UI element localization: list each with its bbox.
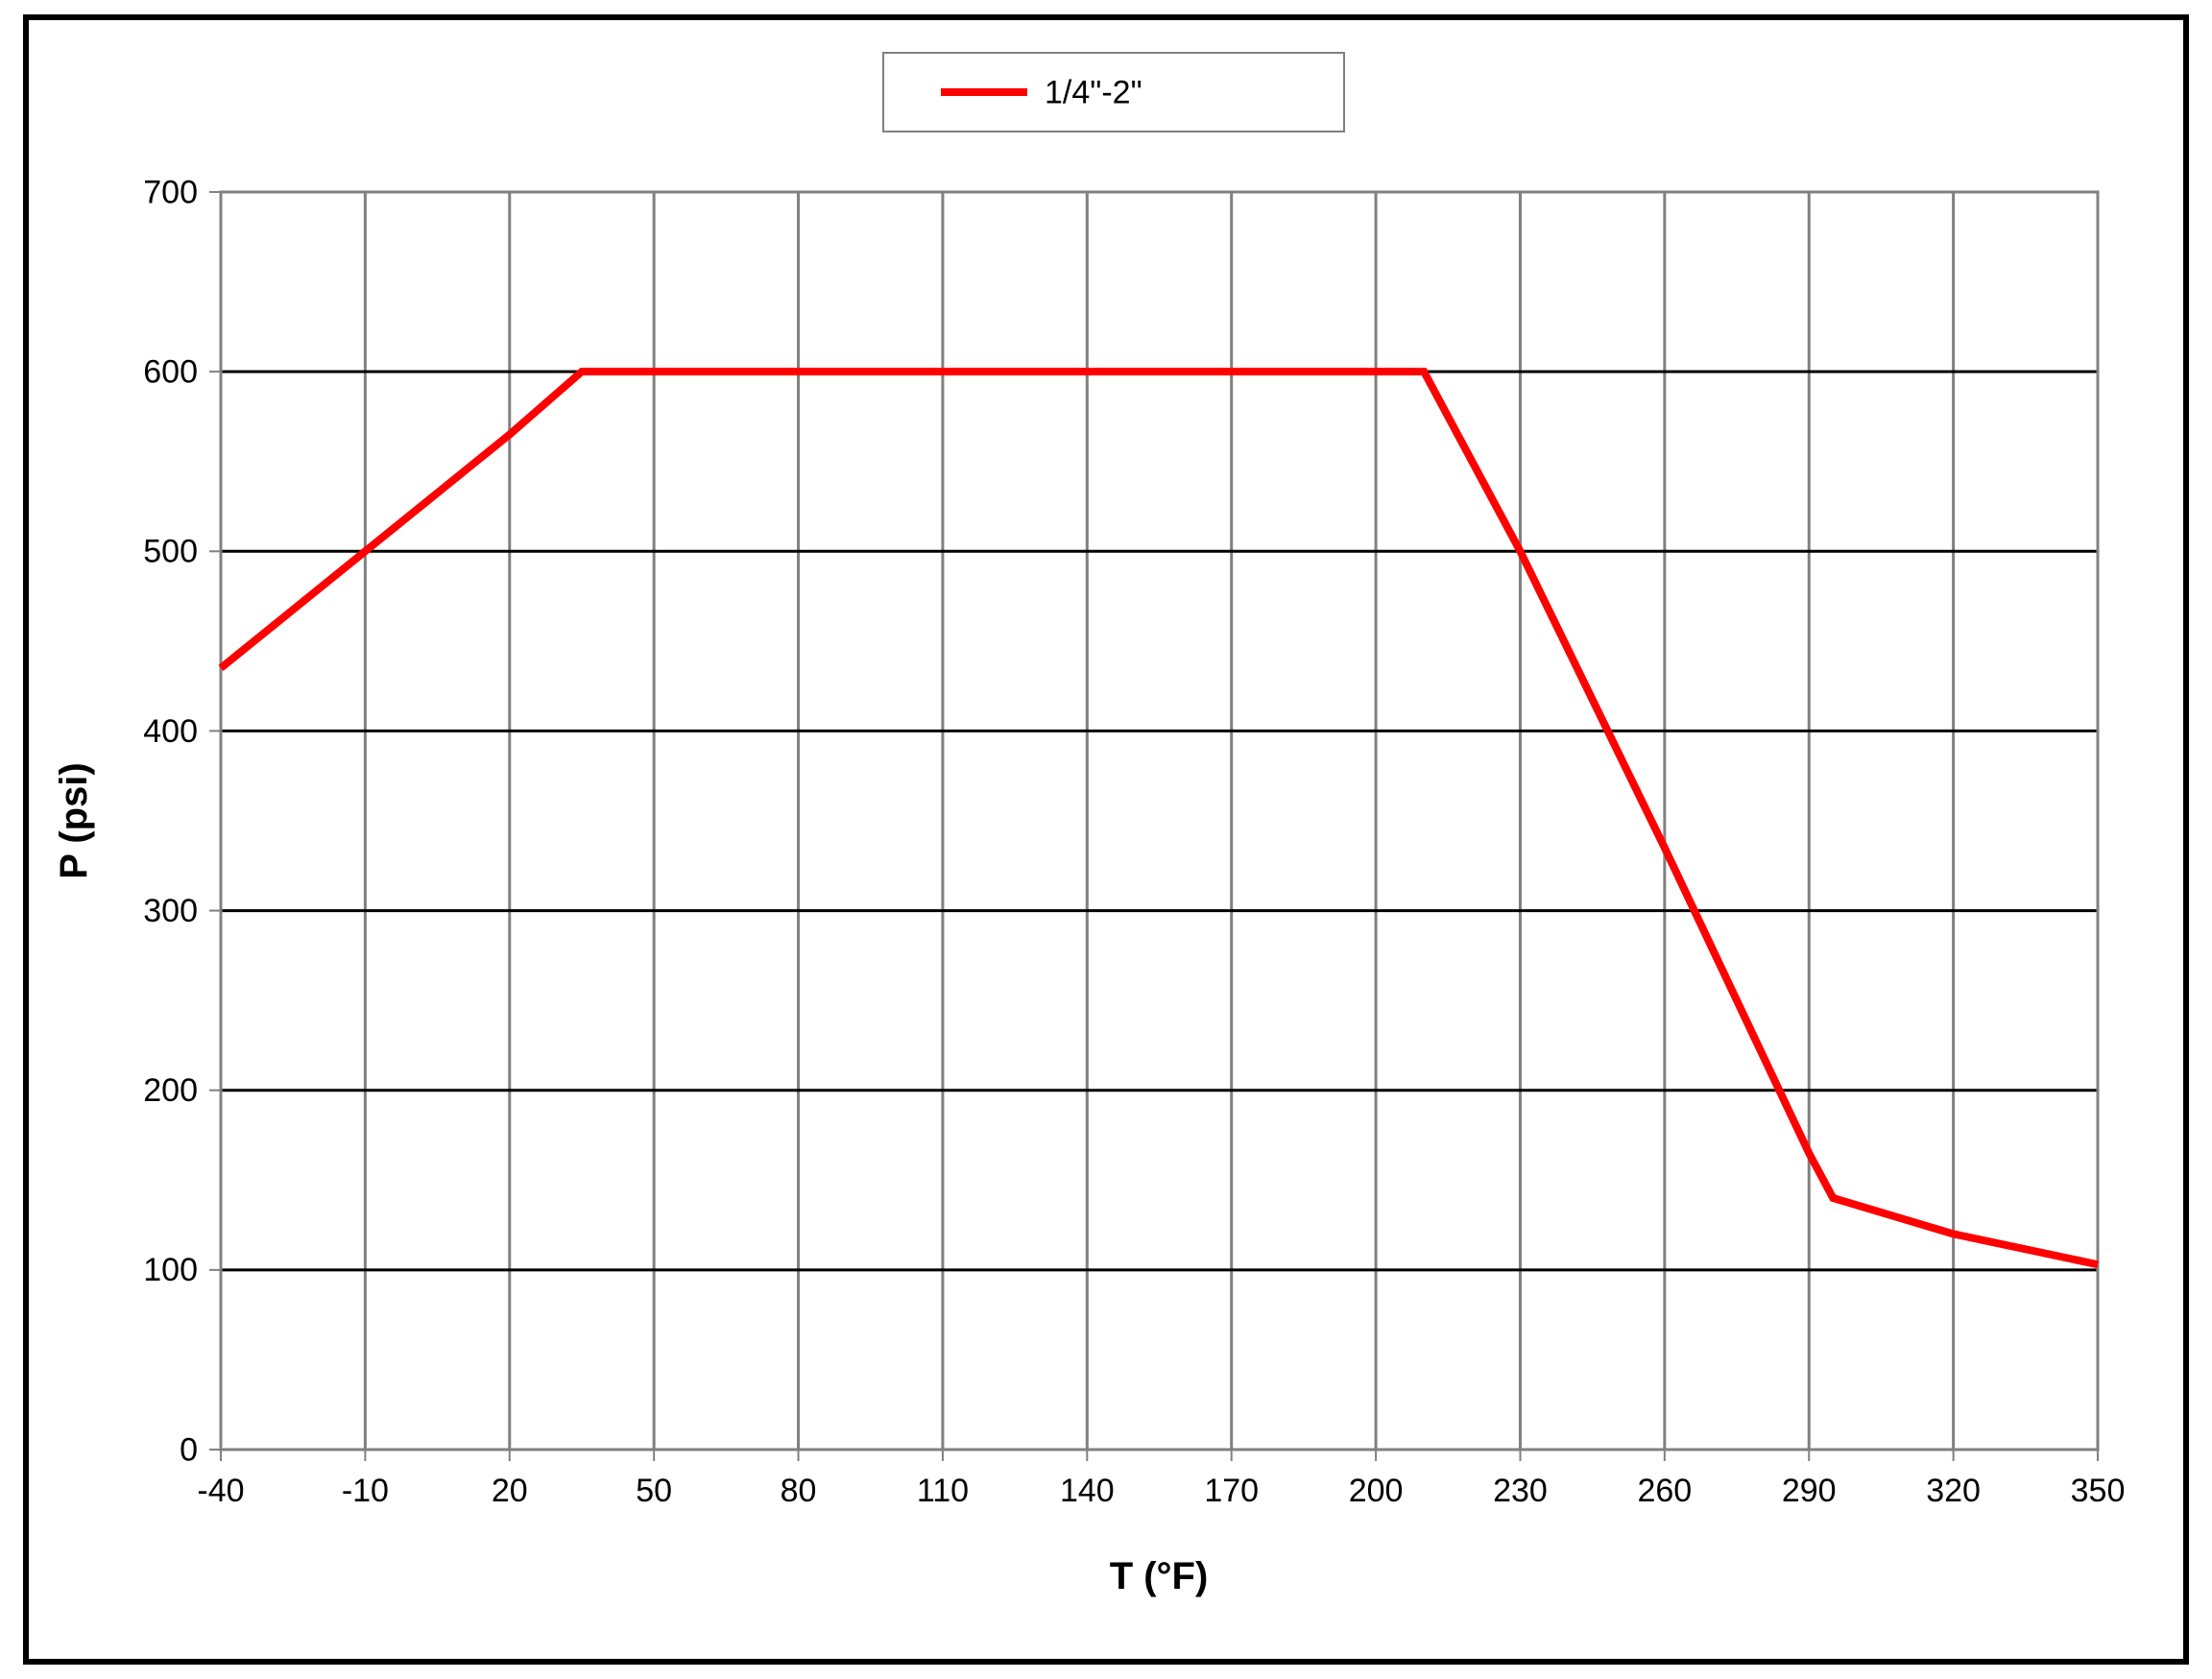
- tick-label-x: 20: [492, 1473, 528, 1509]
- tick-label-y: 200: [143, 1072, 198, 1109]
- tick-label-x: 260: [1637, 1473, 1692, 1509]
- tick-label-x: 140: [1060, 1473, 1115, 1509]
- tick-label-x: -10: [342, 1473, 389, 1509]
- tick-label-y: 500: [143, 534, 198, 570]
- tick-label-y: 400: [143, 713, 198, 750]
- tick-label-x: 320: [1926, 1473, 1981, 1509]
- tick-label-y: 700: [143, 174, 198, 210]
- pressure-temperature-chart: -40 -10 20 50 80 110 140 170 200 230 260 290 320 350 0…: [0, 0, 2212, 1679]
- tick-label-x: 50: [636, 1473, 672, 1509]
- tick-label-x: 290: [1782, 1473, 1837, 1509]
- tick-label-x: 80: [781, 1473, 817, 1509]
- tick-label-x: 110: [917, 1473, 969, 1509]
- tick-label-x: 200: [1349, 1473, 1404, 1509]
- y-axis-label: P (psi): [53, 762, 95, 879]
- tick-label-y: 600: [143, 353, 198, 390]
- legend-series-label: 1/4"-2": [1045, 74, 1142, 110]
- x-axis-label: T (°F): [1110, 1555, 1209, 1597]
- tick-label-y: 0: [180, 1431, 198, 1468]
- chart-svg: -40 -10 20 50 80 110 140 170 200 230 260 290 320 350 0…: [0, 0, 2212, 1679]
- tick-label-y: 100: [143, 1252, 198, 1288]
- tick-label-x: 230: [1493, 1473, 1548, 1509]
- tick-label-x: -40: [197, 1473, 244, 1509]
- tick-label-x: 170: [1204, 1473, 1259, 1509]
- plot-background: [221, 192, 2098, 1450]
- tick-label-y: 300: [143, 893, 198, 929]
- tick-label-x: 350: [2071, 1473, 2126, 1509]
